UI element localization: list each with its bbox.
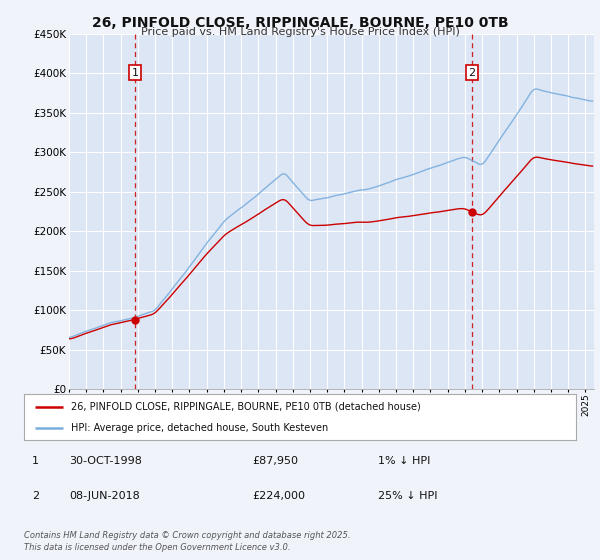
Text: Contains HM Land Registry data © Crown copyright and database right 2025.: Contains HM Land Registry data © Crown c… bbox=[24, 531, 350, 540]
Text: 25% ↓ HPI: 25% ↓ HPI bbox=[378, 491, 437, 501]
Text: 08-JUN-2018: 08-JUN-2018 bbox=[69, 491, 140, 501]
Text: 2: 2 bbox=[32, 491, 39, 501]
Text: 1: 1 bbox=[131, 68, 139, 78]
Text: HPI: Average price, detached house, South Kesteven: HPI: Average price, detached house, Sout… bbox=[71, 423, 328, 433]
Text: 1% ↓ HPI: 1% ↓ HPI bbox=[378, 456, 430, 466]
Text: £87,950: £87,950 bbox=[252, 456, 298, 466]
Text: 26, PINFOLD CLOSE, RIPPINGALE, BOURNE, PE10 0TB: 26, PINFOLD CLOSE, RIPPINGALE, BOURNE, P… bbox=[92, 16, 508, 30]
Text: 26, PINFOLD CLOSE, RIPPINGALE, BOURNE, PE10 0TB (detached house): 26, PINFOLD CLOSE, RIPPINGALE, BOURNE, P… bbox=[71, 402, 421, 412]
Text: 1: 1 bbox=[32, 456, 39, 466]
Text: Price paid vs. HM Land Registry's House Price Index (HPI): Price paid vs. HM Land Registry's House … bbox=[140, 27, 460, 37]
Text: This data is licensed under the Open Government Licence v3.0.: This data is licensed under the Open Gov… bbox=[24, 543, 290, 552]
Text: £224,000: £224,000 bbox=[252, 491, 305, 501]
Text: 2: 2 bbox=[469, 68, 476, 78]
Text: 30-OCT-1998: 30-OCT-1998 bbox=[69, 456, 142, 466]
